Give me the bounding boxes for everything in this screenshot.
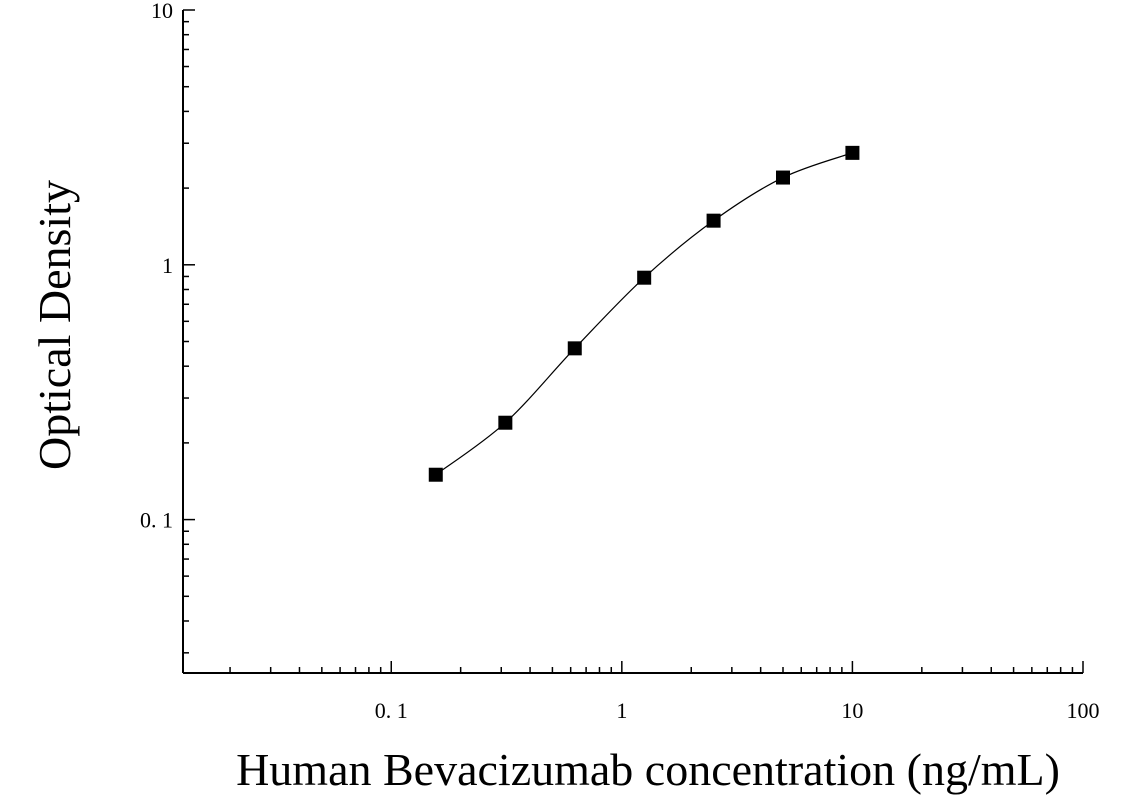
tick-labels: 0. 1 1 10 100 0. 1 1 10 [140, 0, 1100, 723]
x-tick-label: 1 [616, 698, 627, 723]
data-markers [428, 145, 860, 482]
data-point [498, 415, 513, 430]
data-point [637, 270, 652, 285]
data-point [567, 341, 582, 356]
x-tick-label: 0. 1 [375, 698, 408, 723]
data-point [706, 213, 721, 228]
y-tick-label: 10 [151, 0, 173, 23]
x-tick-label: 10 [841, 698, 863, 723]
y-axis-title: Optical Density [29, 180, 80, 470]
ticks [183, 9, 1084, 673]
y-tick-label: 0. 1 [140, 508, 173, 533]
fit-curve [435, 152, 853, 476]
y-tick-label: 1 [162, 253, 173, 278]
x-tick-label: 100 [1067, 698, 1100, 723]
data-point [428, 467, 443, 482]
axes [182, 10, 1083, 674]
x-axis-title: Human Bevacizumab concentration (ng/mL) [236, 744, 1060, 795]
data-point [776, 170, 790, 185]
data-point [845, 145, 860, 160]
